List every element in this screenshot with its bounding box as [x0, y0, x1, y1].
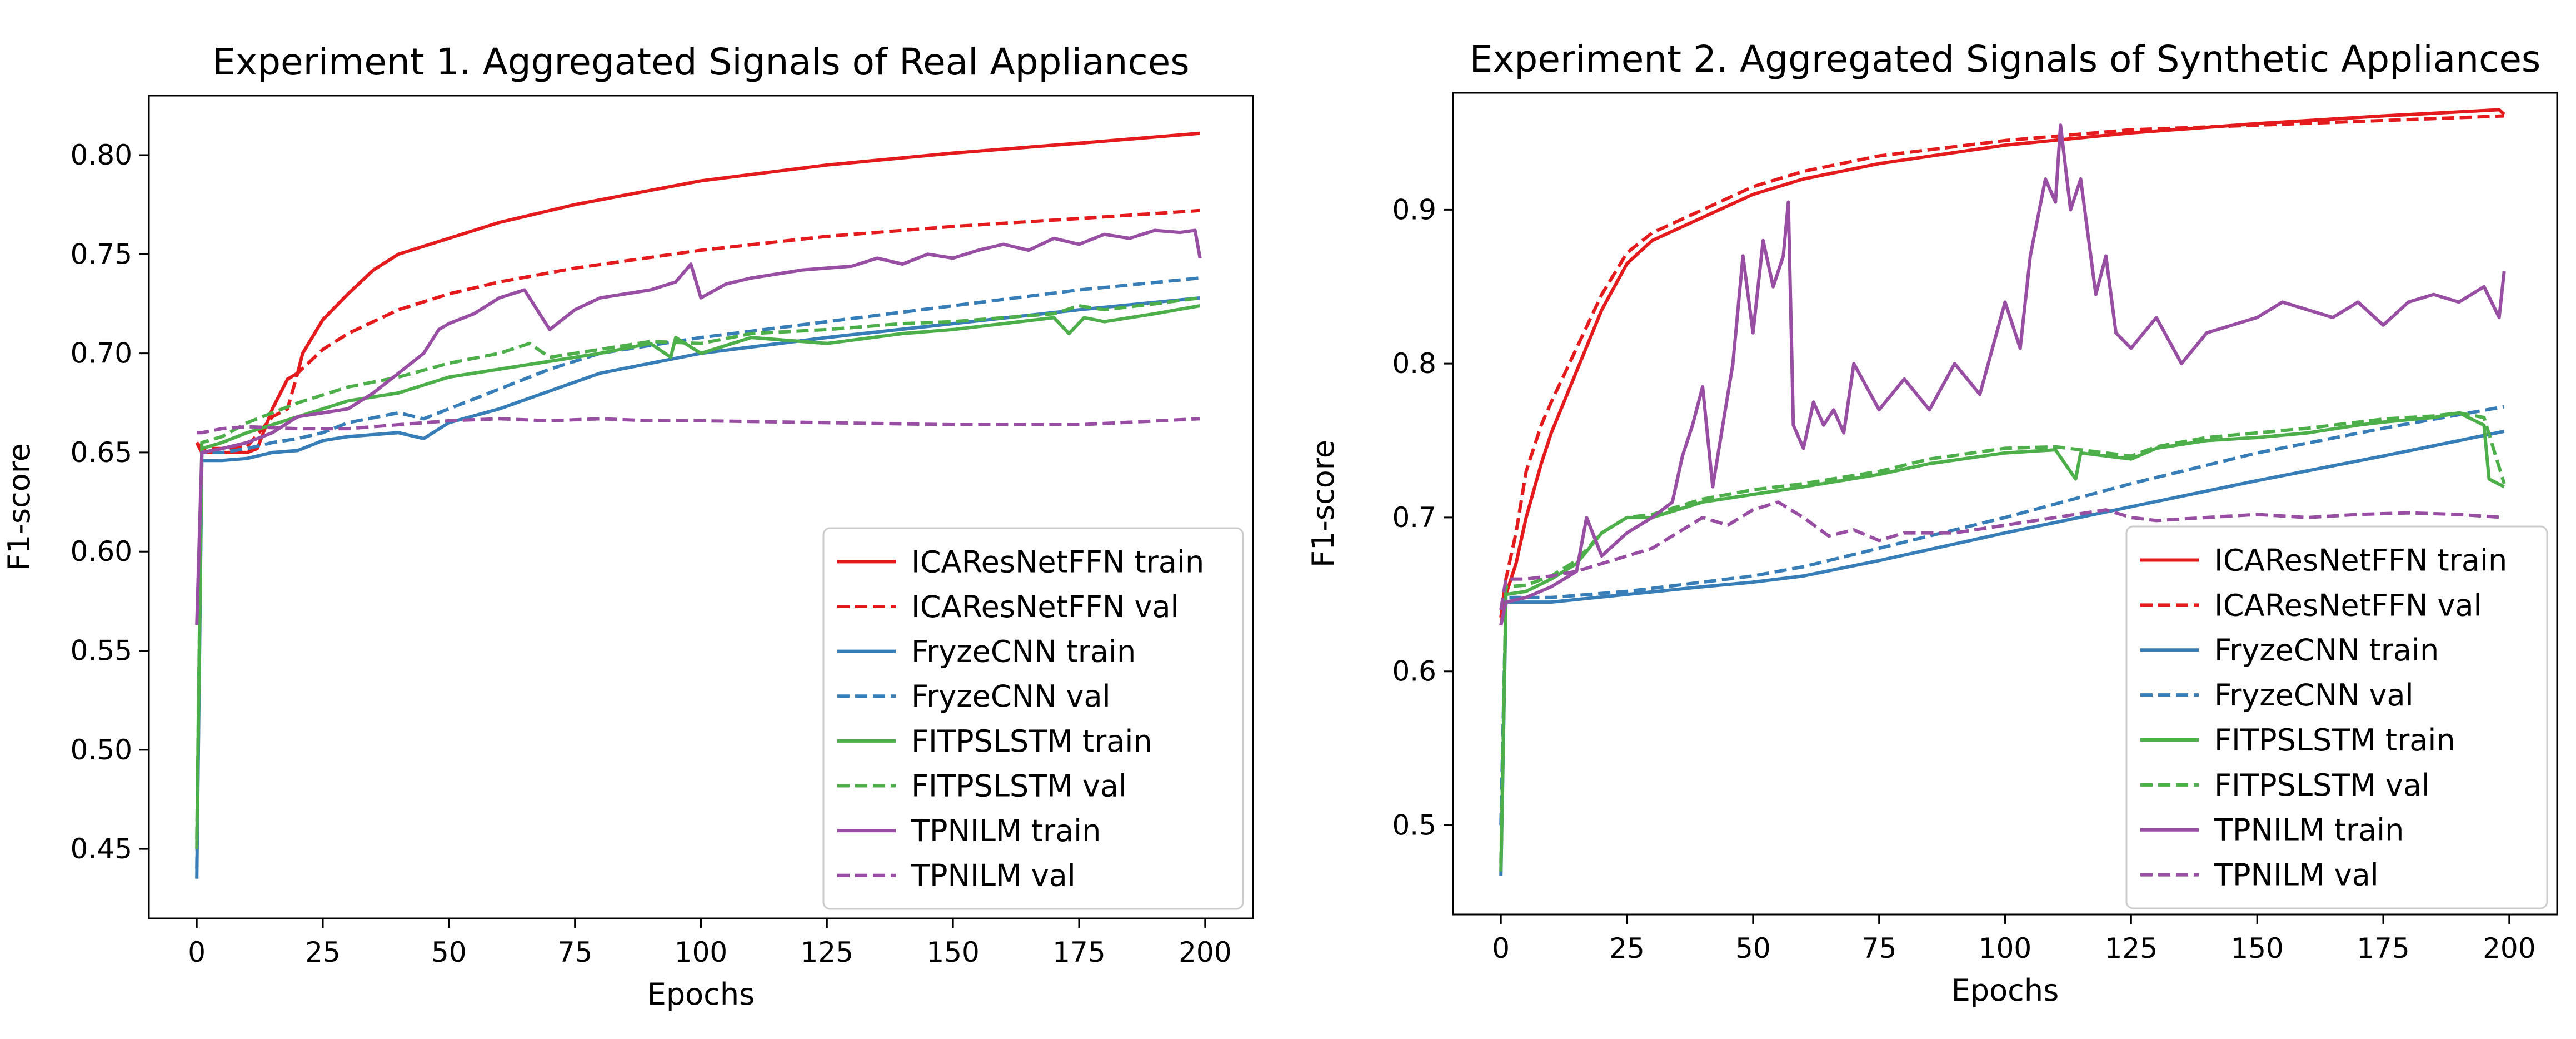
legend-entry: ICAResNetFFN val	[2214, 588, 2482, 623]
y-tick-label: 0.70	[71, 337, 132, 370]
chart-experiment-2: Experiment 2. Aggregated Signals of Synt…	[1306, 38, 2558, 1008]
y-tick-label: 0.5	[1392, 809, 1436, 841]
legend-entry: FryzeCNN val	[2214, 678, 2414, 713]
x-axis-label: Epochs	[647, 977, 755, 1012]
y-tick-label: 0.60	[71, 535, 132, 568]
x-tick-label: 150	[2230, 932, 2283, 965]
legend-entry: FITPSLSTM val	[911, 768, 1127, 803]
x-tick-label: 100	[675, 936, 727, 968]
y-tick-label: 0.9	[1392, 193, 1436, 226]
series-line-icaresnetffn-val	[1499, 114, 2504, 618]
legend-entry: FITPSLSTM train	[2214, 723, 2455, 758]
chart-title: Experiment 2. Aggregated Signals of Synt…	[1470, 38, 2541, 81]
series-line-icaresnetffn-train	[195, 131, 1200, 454]
y-tick-label: 0.65	[71, 436, 132, 469]
y-tick-label: 0.75	[71, 238, 132, 270]
series-line-tpnilm-train	[1499, 123, 2506, 626]
legend-box	[822, 527, 1244, 910]
y-axis-label: F1-score	[2, 443, 37, 571]
y-tick-label: 0.55	[71, 635, 132, 667]
x-tick-label: 150	[926, 936, 979, 968]
y-tick-label: 0.45	[71, 833, 132, 865]
legend-entry: FITPSLSTM val	[2214, 768, 2430, 803]
series-line-icaresnetffn-val	[195, 208, 1200, 450]
x-tick-label: 75	[1861, 932, 1897, 965]
x-tick-label: 50	[431, 936, 467, 968]
chart-title: Experiment 1. Aggregated Signals of Real…	[212, 41, 1189, 83]
legend-entry: ICAResNetFFN train	[911, 544, 1204, 579]
series-group	[195, 131, 1202, 879]
chart-experiment-1: Experiment 1. Aggregated Signals of Real…	[2, 41, 1254, 1012]
series-line-tpnilm-val	[197, 417, 1200, 435]
legend-entry: FryzeCNN val	[911, 679, 1111, 714]
x-tick-label: 0	[1492, 932, 1510, 965]
legend: ICAResNetFFN train ICAResNetFFN val FryzeC…	[822, 527, 1244, 910]
series-group	[1499, 108, 2506, 876]
x-tick-label: 25	[1609, 932, 1645, 965]
x-tick-label: 200	[1179, 936, 1231, 968]
y-tick-label: 0.50	[71, 734, 132, 766]
x-tick-label: 175	[1052, 936, 1105, 968]
x-axis-label: Epochs	[1951, 973, 2059, 1008]
x-tick-label: 0	[188, 936, 206, 968]
series-line-tpnilm-val	[1499, 500, 2504, 610]
legend-entry: TPNILM train	[2214, 813, 2404, 848]
x-tick-label: 100	[1979, 932, 2031, 965]
series-line-fryzecnn-val	[195, 276, 1200, 869]
x-tick-label: 50	[1735, 932, 1771, 965]
x-tick-label: 125	[2105, 932, 2158, 965]
x-tick-label: 75	[557, 936, 593, 968]
plot-frame	[148, 95, 1254, 919]
legend-entry: FITPSLSTM train	[911, 724, 1152, 759]
x-tick-label: 175	[2357, 932, 2409, 965]
x-tick-label: 200	[2483, 932, 2535, 965]
y-tick-label: 0.7	[1392, 501, 1436, 534]
plot-frame	[1452, 92, 2558, 916]
legend-entry: FryzeCNN train	[911, 634, 1136, 669]
legend-entry: ICAResNetFFN val	[911, 589, 1179, 624]
x-tick-label: 25	[305, 936, 341, 968]
y-tick-label: 0.6	[1392, 655, 1436, 688]
y-axis-label: F1-score	[1306, 440, 1341, 568]
series-line-tpnilm-train	[195, 228, 1202, 625]
x-tick-label: 125	[801, 936, 853, 968]
legend-entry: TPNILM val	[2214, 858, 2379, 893]
legend: ICAResNetFFN train ICAResNetFFN val FryzeC…	[2125, 525, 2548, 909]
series-line-fitpslstm-val	[195, 296, 1201, 839]
legend-entry: TPNILM train	[911, 813, 1101, 848]
legend-box	[2125, 525, 2548, 909]
legend-entry: TPNILM val	[911, 858, 1076, 893]
y-tick-label: 0.80	[71, 139, 132, 171]
legend-entry: ICAResNetFFN train	[2214, 543, 2507, 578]
series-line-fryzecnn-train	[195, 296, 1200, 879]
series-line-fryzecnn-train	[1499, 429, 2505, 876]
series-line-fitpslstm-val	[1499, 411, 2506, 864]
y-tick-label: 0.8	[1392, 347, 1436, 380]
legend-entry: FryzeCNN train	[2214, 633, 2439, 668]
